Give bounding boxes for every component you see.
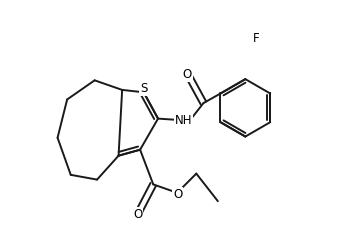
Text: O: O (133, 208, 142, 221)
Text: O: O (183, 68, 192, 81)
Text: O: O (173, 188, 183, 201)
Text: S: S (140, 82, 147, 95)
Text: NH: NH (174, 114, 192, 128)
Text: F: F (253, 32, 259, 45)
